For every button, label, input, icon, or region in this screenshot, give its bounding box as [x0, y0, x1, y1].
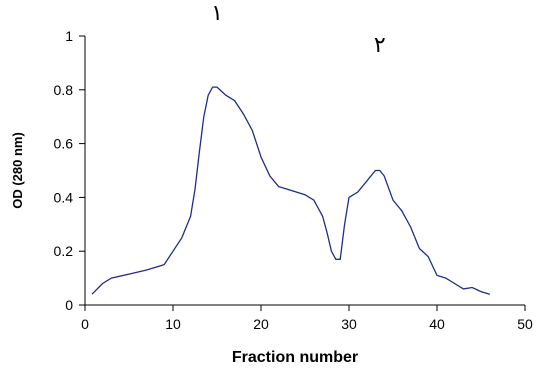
y-axis-title: OD (280 nm)	[10, 132, 25, 209]
peak-annotations: ١٢	[211, 1, 386, 58]
x-tick-label: 0	[81, 316, 89, 332]
y-tick-label: 0.8	[54, 82, 74, 98]
x-axis-ticks: 0 10 20 30 40 50	[81, 305, 533, 332]
y-tick-label: 1	[65, 28, 73, 44]
series-line	[91, 86, 490, 295]
x-tick-label: 30	[341, 316, 357, 332]
peak-label-1: ١	[211, 1, 223, 26]
peak-label-2: ٢	[374, 33, 386, 58]
y-tick-label: 0.4	[54, 189, 74, 205]
x-tick-label: 40	[429, 316, 445, 332]
x-axis-title: Fraction number	[232, 349, 358, 366]
x-tick-label: 20	[253, 316, 269, 332]
y-tick-label: 0	[65, 297, 73, 313]
y-tick-label: 0.2	[54, 243, 74, 259]
x-tick-label: 10	[165, 316, 181, 332]
x-tick-label: 50	[517, 316, 533, 332]
axes	[84, 36, 525, 306]
y-axis-ticks: 0 0.2 0.4 0.6 0.8 1	[54, 28, 85, 313]
y-tick-label: 0.6	[54, 136, 74, 152]
